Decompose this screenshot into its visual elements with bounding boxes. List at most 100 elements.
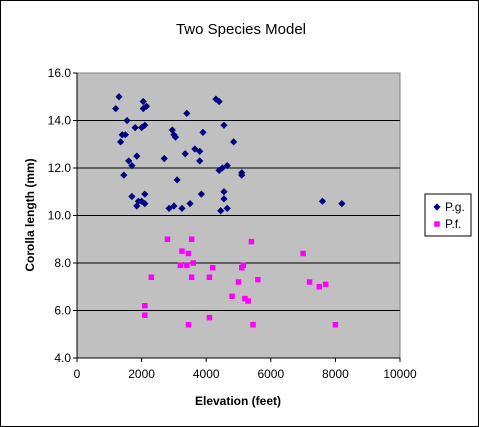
data-point [199,128,207,136]
data-point [191,145,199,153]
y-tick-label: 14.0 [48,114,72,128]
data-point [212,95,220,103]
data-point [306,279,313,285]
data-point [183,109,191,117]
data-point [188,274,195,280]
legend-marker [434,221,440,227]
y-tick-label: 4.0 [54,351,71,365]
data-point [165,204,173,212]
data-point [223,204,231,212]
data-point [186,200,194,208]
data-point [142,303,148,309]
data-point [242,295,248,302]
data-point [235,279,242,285]
data-point [318,197,327,205]
data-point [128,162,136,170]
data-point [206,274,213,280]
data-point [142,312,148,318]
data-point [196,147,204,155]
data-point [197,190,205,198]
series-1 [112,93,346,215]
data-point [160,154,168,163]
data-point [141,190,149,198]
data-point [215,97,223,106]
data-point [115,93,123,101]
data-point [185,322,192,328]
data-point [190,260,197,266]
data-point [148,274,155,280]
legend: P.g. P.f. [424,193,472,237]
data-point [220,121,228,129]
data-point [322,281,329,288]
data-markers [112,93,346,328]
y-tick-label: 10.0 [48,209,72,223]
data-point [139,105,147,113]
legend-label: P.f. [445,217,461,231]
legend-marker [433,203,441,211]
data-point [238,171,246,179]
data-point [141,200,149,208]
data-point [206,314,213,321]
x-tick-label: 6000 [257,367,284,381]
data-point [229,293,235,299]
x-tick-label: 2000 [128,367,155,381]
data-point [255,276,261,283]
tick-labels: 4.0 6.0 8.0 10.0 12.0 14.0 16.0 0 2000 4000 6000 80… [48,66,417,381]
x-tick-label: 8000 [322,367,349,381]
data-point [185,250,192,257]
data-point [181,150,189,158]
data-point [170,202,178,210]
data-point [131,124,139,132]
data-point [220,188,228,196]
data-point [218,164,226,172]
data-point [209,265,216,271]
data-point [128,192,136,201]
y-tick-label: 12.0 [48,161,72,175]
grid-lines [77,120,400,311]
data-point [230,138,238,146]
data-point [188,236,195,242]
legend-label: P.g. [445,200,465,214]
data-point [184,262,190,269]
data-point [338,200,346,208]
legend-box [424,193,472,237]
data-point [240,262,247,269]
y-axis-title: Corolla length (mm) [23,158,37,271]
series-2 [142,236,339,328]
data-point [120,171,128,179]
data-point [196,157,204,165]
chart-title: Two Species Model [176,21,306,38]
data-point [217,207,225,215]
y-tick-label: 6.0 [54,304,71,318]
data-point [171,133,180,141]
axes [73,72,401,362]
data-point [250,322,256,328]
data-point [164,236,171,242]
data-point [220,195,228,203]
data-point [117,138,125,146]
data-point [248,238,255,245]
x-tick-label: 10000 [383,367,417,381]
data-point [245,298,251,304]
data-point [133,152,141,160]
y-tick-label: 16.0 [48,66,72,80]
x-axis-title: Elevation (feet) [195,394,281,408]
data-point [123,116,131,125]
data-point [316,284,322,290]
data-point [112,105,120,113]
data-point [141,121,149,129]
data-point [139,97,147,106]
y-tick-label: 8.0 [54,256,71,270]
data-point [125,157,133,165]
data-point [173,176,181,184]
data-point [332,322,339,328]
data-point [142,102,151,110]
data-point [223,162,231,170]
data-point [177,262,184,269]
data-point [179,248,185,254]
data-point [121,131,130,139]
data-point [300,250,306,257]
data-point [178,204,186,212]
